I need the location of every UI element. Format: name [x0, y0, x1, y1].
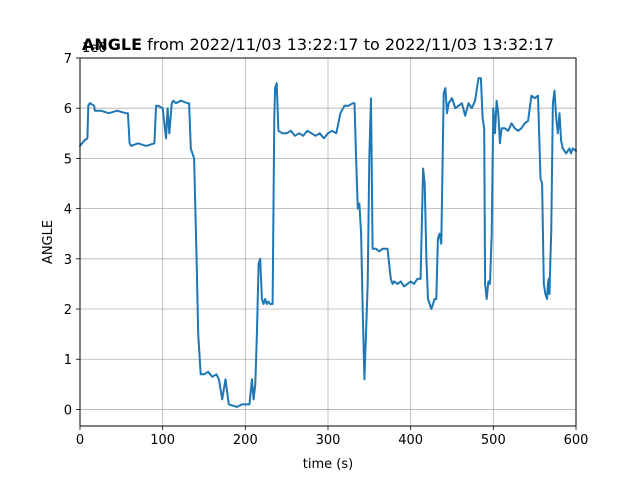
- y-axis-label: ANGLE: [41, 220, 56, 264]
- x-tick-label: 300: [316, 433, 341, 448]
- y-tick-label: 1: [64, 353, 72, 368]
- series-layer: [79, 77, 577, 408]
- y-offset-label: 1e6: [82, 41, 107, 56]
- y-tick-label: 4: [64, 203, 72, 218]
- x-tick-label: 600: [564, 433, 589, 448]
- x-tick-label: 500: [481, 433, 506, 448]
- y-tick-label: 2: [64, 303, 72, 318]
- x-axis-label: time (s): [303, 457, 353, 472]
- y-tick-label: 7: [64, 52, 72, 67]
- x-tick-label: 0: [76, 433, 84, 448]
- x-tick-label: 100: [150, 433, 175, 448]
- chart-title-rest: from 2022/11/03 13:22:17 to 2022/11/03 1…: [142, 35, 554, 54]
- y-tick-label: 6: [64, 102, 72, 117]
- chart-title-bold: ANGLE: [82, 35, 142, 54]
- y-tick-label: 5: [64, 152, 72, 167]
- x-tick-label: 400: [398, 433, 423, 448]
- y-tick-label: 3: [64, 253, 72, 268]
- y-axis: 0 1 2 3 4 5 6 7: [64, 52, 80, 418]
- x-axis: 0 100 200 300 400 500 600: [76, 426, 589, 448]
- series-line: [79, 77, 577, 408]
- y-tick-label: 0: [64, 403, 72, 418]
- chart-title: ANGLE from 2022/11/03 13:22:17 to 2022/1…: [82, 35, 554, 54]
- x-tick-label: 200: [233, 433, 258, 448]
